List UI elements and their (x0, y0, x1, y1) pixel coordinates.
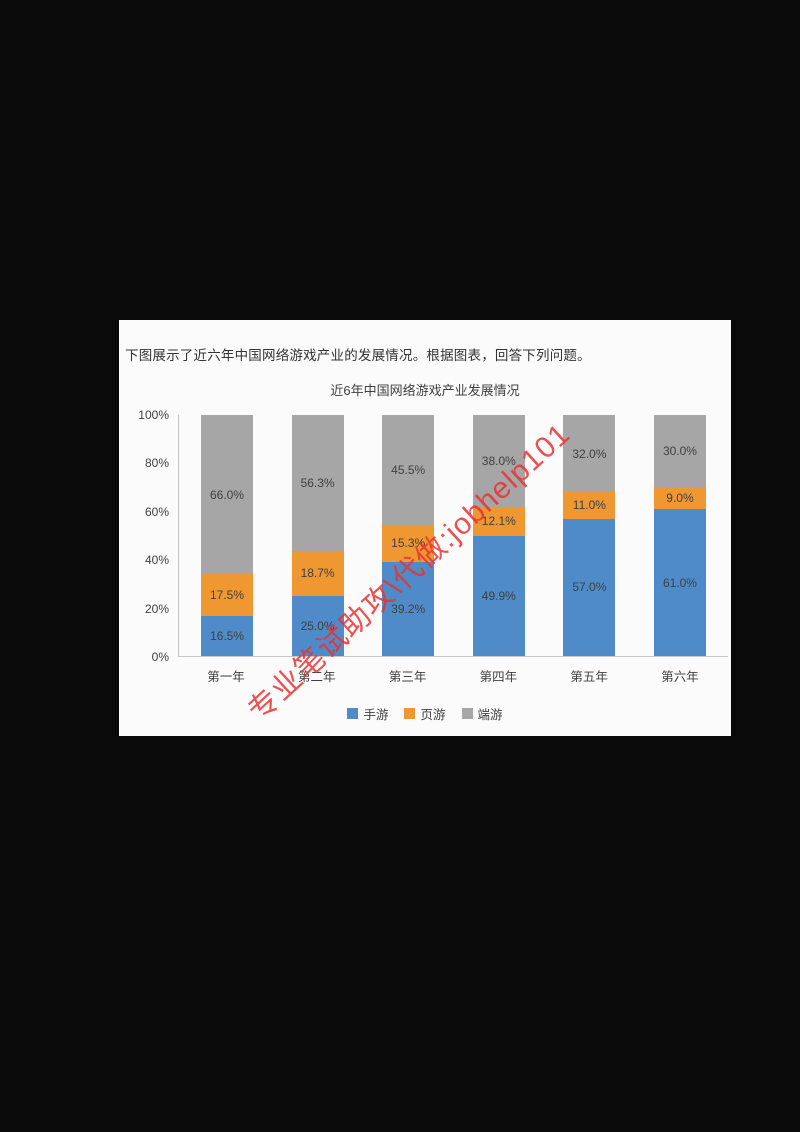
x-axis-label: 第二年 (298, 670, 336, 684)
bar-segment-label: 16.5% (209, 629, 245, 644)
legend-label: 页游 (420, 708, 446, 722)
plot-bars: 16.5% 17.5% 66.0% 25.0% 18.7% 56.3% 39.2% 15.3%… (179, 415, 728, 656)
bar-segment-client-games: 66.0% (201, 415, 253, 575)
bar-group: 25.0% 18.7% 56.3% (291, 415, 344, 656)
bar-segment-label: 45.5% (391, 462, 426, 477)
bar-segment-label: 30.0% (662, 444, 697, 459)
bar-segment-client-games: 45.5% (382, 415, 435, 525)
bar-segment-client-games: 32.0% (563, 415, 616, 493)
x-axis-label: 第三年 (388, 670, 427, 684)
bar-segment-web-games: 12.1% (472, 506, 525, 536)
bar-segment-label: 18.7% (300, 566, 335, 581)
legend-swatch (404, 708, 416, 719)
bar-segment-label: 39.2% (391, 601, 426, 616)
question-text: 下图展示了近六年中国网络游戏产业的发展情况。根据图表，回答下列问题。 (125, 348, 591, 363)
bar-segment-label: 57.0% (572, 580, 607, 595)
bar-segment-web-games: 17.5% (201, 574, 253, 617)
y-tick-label: 80% (144, 456, 169, 471)
y-tick-label: 100% (138, 408, 169, 422)
y-tick-label: 20% (144, 601, 169, 616)
bar-segment-label: 32.0% (572, 446, 607, 461)
bar-segment-label: 66.0% (209, 487, 245, 502)
bar-segment-mobile-games: 39.2% (382, 561, 435, 656)
bar-segment-mobile-games: 49.9% (472, 535, 525, 656)
bar-segment-label: 25.0% (300, 618, 335, 633)
y-tick-label: 40% (144, 553, 169, 568)
plot-area: 16.5% 17.5% 66.0% 25.0% 18.7% 56.3% 39.2% 15.3%… (178, 415, 728, 657)
bar-segment-client-games: 38.0% (472, 415, 525, 507)
bar-segment-label: 15.3% (391, 536, 426, 551)
question-card: 下图展示了近六年中国网络游戏产业的发展情况。根据图表，回答下列问题。 近6年中国… (119, 320, 731, 736)
bar-segment-mobile-games: 16.5% (201, 616, 253, 656)
bar-segment-label: 56.3% (300, 475, 335, 490)
y-tick-label: 60% (144, 504, 169, 519)
x-axis-label: 第一年 (207, 670, 245, 684)
y-axis: 100% 80% 60% 40% 20% 0% (119, 408, 177, 664)
bar-segment-label: 38.0% (481, 453, 516, 468)
x-axis-labels: 第一年 第二年 第三年 第四年 第五年 第六年 (178, 666, 728, 685)
legend-item: 端游 (461, 704, 503, 723)
x-axis-label: 第六年 (661, 670, 699, 684)
bar-segment-label: 9.0% (666, 491, 694, 506)
bar-group: 39.2% 15.3% 45.5% (382, 415, 435, 656)
bar-segment-web-games: 9.0% (653, 487, 706, 509)
bar-segment-label: 11.0% (572, 498, 606, 513)
legend-swatch (347, 708, 359, 719)
legend-item: 手游 (347, 704, 388, 723)
bar-segment-web-games: 11.0% (563, 492, 616, 519)
x-axis-label: 第四年 (479, 670, 518, 684)
bar-segment-client-games: 30.0% (653, 415, 706, 488)
bar-segment-label: 61.0% (662, 575, 697, 590)
bar-segment-mobile-games: 57.0% (563, 518, 616, 656)
legend: 手游 页游 端游 (119, 704, 731, 723)
legend-label: 端游 (477, 708, 503, 722)
bar-group: 49.9% 12.1% 38.0% (472, 415, 525, 656)
y-tick-label: 0% (151, 650, 169, 664)
bar-segment-mobile-games: 25.0% (291, 595, 344, 656)
bar-segment-web-games: 15.3% (382, 524, 435, 562)
bar-segment-client-games: 56.3% (291, 415, 344, 551)
bar-group: 57.0% 11.0% 32.0% (563, 415, 616, 656)
legend-swatch (461, 708, 473, 719)
bar-segment-web-games: 18.7% (291, 550, 344, 596)
bar-segment-label: 12.1% (481, 514, 516, 529)
x-axis-label: 第五年 (570, 670, 608, 684)
legend-item: 页游 (404, 704, 446, 723)
chart-title: 近6年中国网络游戏产业发展情况 (330, 383, 520, 398)
legend-label: 手游 (363, 708, 389, 722)
bar-group: 16.5% 17.5% 66.0% (201, 415, 253, 656)
bar-group: 61.0% 9.0% 30.0% (653, 415, 706, 656)
bar-segment-label: 49.9% (481, 588, 516, 603)
bar-segment-label: 17.5% (209, 588, 245, 603)
bar-segment-mobile-games: 61.0% (653, 509, 706, 656)
